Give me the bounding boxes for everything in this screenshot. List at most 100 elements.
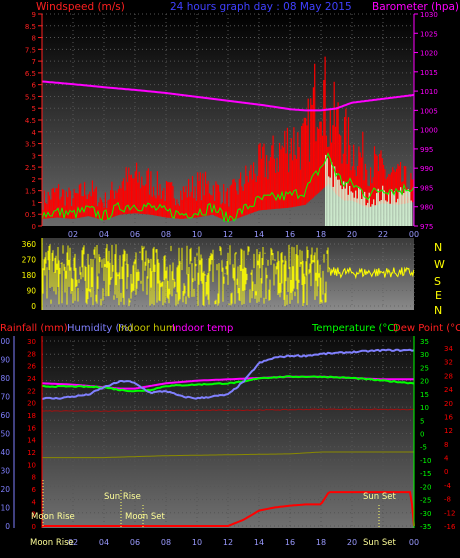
temp-tick-label: 15 <box>420 391 429 399</box>
legend-indoor-temp: Indoor temp <box>172 323 233 334</box>
marker-sunset-label: Sun Set <box>363 492 396 502</box>
temp-tick-label: -15 <box>420 470 431 478</box>
wind-tick-label: 1 <box>32 199 36 207</box>
temp-tick-label: 25 <box>420 364 429 372</box>
wind-x-tick-label: 12 <box>223 230 233 239</box>
wind-tick-label: 8 <box>32 35 36 43</box>
direction-tick-label: 90 <box>26 287 36 296</box>
dewpoint-tick-label: -8 <box>444 496 451 504</box>
temp-tick-label: 0 <box>420 431 424 439</box>
axis-labels: 0 0.5 1 1.5 2 2.5 3 3.5 4 4.5 5 5.5 6 6.5 7 7.5 8 8.5 9 975… <box>0 11 456 547</box>
dewpoint-tick-label: 32 <box>444 359 453 367</box>
direction-tick-label: 180 <box>22 271 37 280</box>
barometer-tick-label: 975 <box>420 223 433 231</box>
barometer-tick-label: 990 <box>420 165 433 173</box>
temp-x-tick-label: 04 <box>99 538 109 547</box>
dewpoint-tick-label: 12 <box>444 427 453 435</box>
wind-tick-label: 7 <box>32 58 36 66</box>
rain-tick-label: 2 <box>32 511 36 519</box>
wind-barometer-plot <box>41 56 415 226</box>
rain-tick-label: 24 <box>27 375 36 383</box>
temp-tick-label: 10 <box>420 404 429 412</box>
wind-tick-label: 0 <box>32 223 36 231</box>
temp-x-tick-label: 18 <box>316 538 326 547</box>
barometer-tick-label: 1010 <box>420 88 438 96</box>
marker-moonset-label: Moon Set <box>125 512 165 522</box>
humidity-tick-label: 0 <box>5 522 10 531</box>
marker-moonrise-label: Moon Rise <box>31 512 75 522</box>
dewpoint-tick-label: 0 <box>444 468 448 476</box>
temp-tick-label: -25 <box>420 497 431 505</box>
temp-x-tick-label: 02 <box>68 538 78 547</box>
wind-x-tick-label: 14 <box>254 230 264 239</box>
compass-w: W <box>434 258 445 271</box>
wind-tick-label: 1.5 <box>25 188 36 196</box>
barometer-tick-label: 1000 <box>420 127 438 135</box>
dewpoint-tick-label: 8 <box>444 441 448 449</box>
dewpoint-tick-label: -4 <box>444 482 452 490</box>
compass-s: S <box>434 275 441 288</box>
rain-tick-label: 22 <box>27 387 36 395</box>
rain-tick-label: 0 <box>32 523 36 531</box>
wind-x-tick-label: 16 <box>285 230 295 239</box>
rain-tick-label: 8 <box>32 474 36 482</box>
temp-x-tick-label: 16 <box>285 538 295 547</box>
dewpoint-line <box>41 408 415 412</box>
direction-tick-label: 0 <box>31 302 36 311</box>
humidity-tick-label: 100 <box>0 337 10 346</box>
wind-x-tick-label: 18 <box>316 230 326 239</box>
barometer-tick-label: 1025 <box>420 30 438 38</box>
humidity-tick-label: 60 <box>0 411 10 420</box>
legend-indoor-hum: Indoor hum <box>118 323 176 334</box>
barometer-tick-label: 980 <box>420 204 433 212</box>
legend-temperature: Temperature (°C) <box>311 323 398 334</box>
temp-tick-label: 35 <box>420 338 429 346</box>
barometer-tick-label: 1005 <box>420 107 438 115</box>
temp-tick-label: -5 <box>420 444 427 452</box>
direction-line <box>328 266 415 280</box>
humidity-tick-label: 40 <box>0 448 10 457</box>
wind-tick-label: 6.5 <box>25 70 36 78</box>
dewpoint-tick-label: 16 <box>444 413 453 421</box>
wind-x-tick-label: 10 <box>192 230 202 239</box>
wind-tick-label: 9 <box>32 11 36 19</box>
direction-tick-label: 270 <box>22 256 37 265</box>
wind-tick-label: 0.5 <box>25 211 36 219</box>
dewpoint-tick-label: 28 <box>444 372 453 380</box>
rain-tick-label: 16 <box>27 424 36 432</box>
compass-e: E <box>435 289 442 302</box>
humidity-tick-label: 30 <box>0 467 10 476</box>
temp-tick-label: -10 <box>420 457 431 465</box>
indoor-humidity-line <box>42 451 414 459</box>
compass-n-top: N <box>434 241 442 254</box>
wind-x-tick-label: 06 <box>130 230 140 239</box>
wind-tick-label: 4.5 <box>25 117 36 125</box>
temp-tick-label: -20 <box>420 483 431 491</box>
dewpoint-tick-label: 34 <box>444 345 453 353</box>
compass-n-bottom: N <box>434 304 442 317</box>
wind-tick-label: 5 <box>32 105 36 113</box>
rain-tick-label: 30 <box>27 338 36 346</box>
rain-tick-label: 10 <box>27 461 36 469</box>
temp-x-tick-label: 00 <box>409 538 419 547</box>
wind-tick-label: 4 <box>32 129 37 137</box>
barometer-tick-label: 1020 <box>420 50 438 58</box>
temp-x-tick-label: 20 <box>347 538 357 547</box>
temp-x-tick-label: 08 <box>161 538 171 547</box>
wind-x-tick-label: 22 <box>378 230 388 239</box>
rain-tick-label: 6 <box>32 486 37 494</box>
dewpoint-tick-label: -12 <box>444 509 455 517</box>
barometer-line <box>41 80 415 112</box>
wind-x-tick-label: 20 <box>347 230 357 239</box>
wind-tick-label: 3.5 <box>25 141 36 149</box>
wind-tick-label: 6 <box>32 82 37 90</box>
rain-tick-label: 28 <box>27 350 36 358</box>
temp-tick-label: -30 <box>420 510 431 518</box>
chart-title: 24 hours graph day : 08 May 2015 <box>170 1 352 13</box>
temp-humidity-plot <box>41 348 415 527</box>
rain-tick-label: 4 <box>32 498 37 506</box>
panel-temp-background <box>42 336 414 528</box>
direction-tick-label: 360 <box>22 240 37 249</box>
rainfall-line <box>42 491 415 527</box>
barometer-tick-label: 1015 <box>420 69 438 77</box>
